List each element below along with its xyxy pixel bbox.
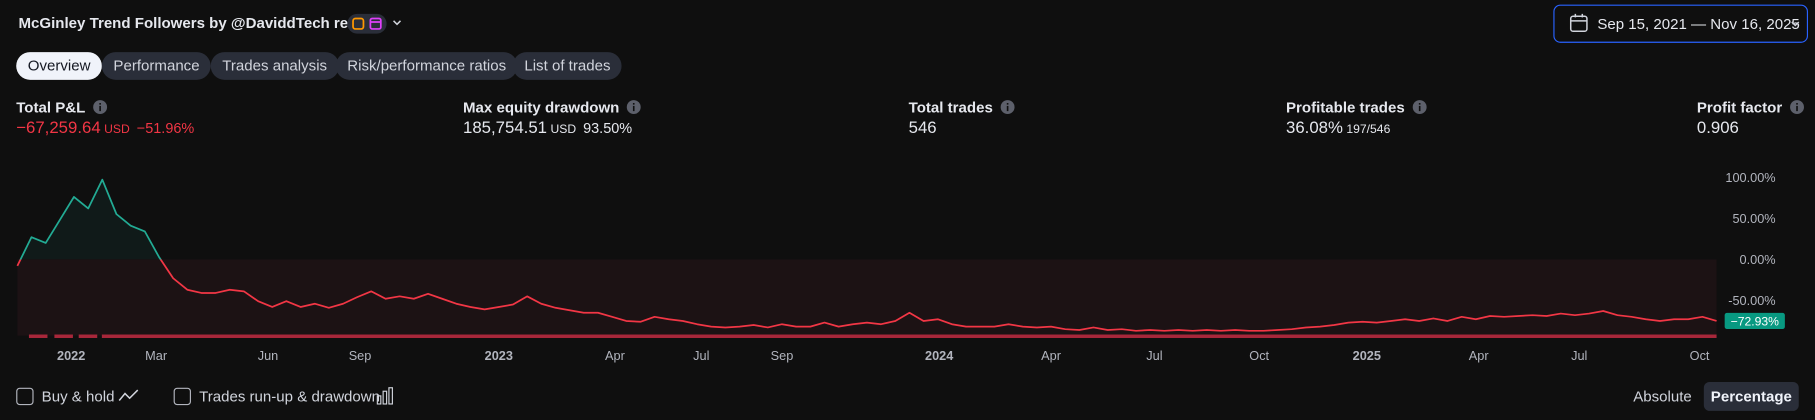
x-tick-label: Apr [605, 348, 626, 363]
metric-label-text: Max equity drawdown [463, 98, 620, 116]
metric-change: 93.50% [583, 120, 633, 137]
x-tick-label: 2024 [925, 348, 953, 363]
run-bar [101, 334, 1717, 338]
x-tick-label: Jul [693, 348, 709, 363]
tab[interactable]: List of trades [512, 52, 623, 80]
line-icon [118, 389, 139, 401]
metric-value-text: 546 [908, 119, 937, 138]
date-chevron [1791, 21, 1800, 27]
tab[interactable]: Performance [101, 52, 212, 80]
x-tick-label: Mar [145, 348, 168, 363]
metric-label: Total trades [908, 98, 1015, 116]
x-tick-label: Apr [1469, 348, 1490, 363]
metric-value-text: 0.906 [1696, 119, 1739, 138]
mode-button[interactable]: Percentage [1703, 381, 1799, 411]
mode-button[interactable]: Absolute [1633, 387, 1692, 406]
y-tick-label: 0.00% [1740, 252, 1776, 267]
metric-label-text: Total P&L [16, 98, 86, 116]
metric-unit: USD [550, 122, 577, 137]
x-tick-label: 2022 [57, 348, 85, 363]
y-tick-label: 50.00% [1732, 211, 1775, 226]
x-tick-label: Jul [1571, 348, 1587, 363]
equity-chart: 100.00% 50.00% 0.00% -50.00% 2022 Mar Jun Sep 20… [16, 170, 1785, 363]
bars-icon [376, 387, 393, 405]
metric-label-text: Total trades [908, 98, 993, 116]
drawdown-zone [17, 259, 1717, 336]
x-tick-label: Apr [1041, 348, 1062, 363]
run-bar [78, 334, 98, 338]
date-range-button[interactable]: Sep 15, 2021 — Nov 16, 2025 [1553, 4, 1809, 43]
metric-label-text: Profit factor [1696, 98, 1783, 116]
metric-value-text: −67,259.64 [16, 119, 101, 138]
run-bar [28, 334, 48, 338]
equity-line [16, 178, 1717, 332]
metric-value: 546 [909, 119, 937, 138]
title-chevron[interactable] [391, 17, 403, 29]
x-tick-label: Oct [1690, 348, 1710, 363]
info-icon[interactable] [1412, 100, 1427, 115]
last-value-box [1724, 312, 1785, 330]
equity-area [20, 179, 161, 260]
checkbox[interactable] [173, 387, 191, 406]
calendar-icon [1569, 13, 1588, 33]
metric-value: 36.08% 197/546 [1286, 119, 1390, 138]
badge-icons [352, 17, 382, 30]
metric-value: 0.906 [1697, 119, 1739, 138]
metric-value: −67,259.64 USD −51.96% [16, 119, 194, 138]
date-range: Sep 15, 2021 — Nov 16, 2025 [1597, 15, 1800, 33]
tab[interactable]: Overview [16, 52, 103, 80]
y-tick-label: 100.00% [1725, 170, 1775, 185]
info-icon[interactable] [1789, 100, 1804, 115]
metric-value: 185,754.51 USD 93.50% [463, 119, 632, 138]
info-icon[interactable] [1000, 100, 1015, 115]
toggle-label[interactable]: Buy & hold [41, 387, 115, 406]
strategy-title[interactable]: McGinley Trend Followers by @DaviddTech … [18, 13, 364, 32]
checkbox[interactable] [16, 387, 34, 406]
x-tick-label: Sep [349, 348, 372, 363]
metric-label: Profit factor [1696, 98, 1804, 116]
metric-value-text: 185,754.51 [463, 119, 548, 138]
info-icon[interactable] [92, 100, 107, 115]
last-value-label: −72.93% [1731, 315, 1779, 329]
badges [347, 13, 387, 34]
metric-detail: 197/546 [1346, 122, 1391, 137]
x-tick-label: Sep [771, 348, 794, 363]
tab[interactable]: Trades analysis [210, 52, 339, 80]
metric-label: Profitable trades [1285, 98, 1427, 116]
info-icon[interactable] [626, 100, 641, 115]
metric-change: −51.96% [136, 120, 195, 137]
x-tick-label: 2023 [485, 348, 513, 363]
metric-label: Max equity drawdown [463, 98, 641, 116]
metric-unit: USD [104, 122, 130, 137]
x-tick-label: 2025 [1353, 348, 1381, 363]
metric-label: Total P&L [16, 98, 107, 116]
metric-label-text: Profitable trades [1285, 98, 1405, 116]
metric-value-text: 36.08% [1285, 119, 1343, 138]
x-tick-label: Jul [1146, 348, 1162, 363]
x-tick-label: Jun [258, 348, 279, 363]
run-bar [54, 334, 73, 338]
y-tick-label: -50.00% [1728, 293, 1775, 308]
toggle-label[interactable]: Trades run-up & drawdown [199, 387, 381, 406]
x-tick-label: Oct [1249, 348, 1269, 363]
tab[interactable]: Risk/performance ratios [335, 52, 518, 80]
